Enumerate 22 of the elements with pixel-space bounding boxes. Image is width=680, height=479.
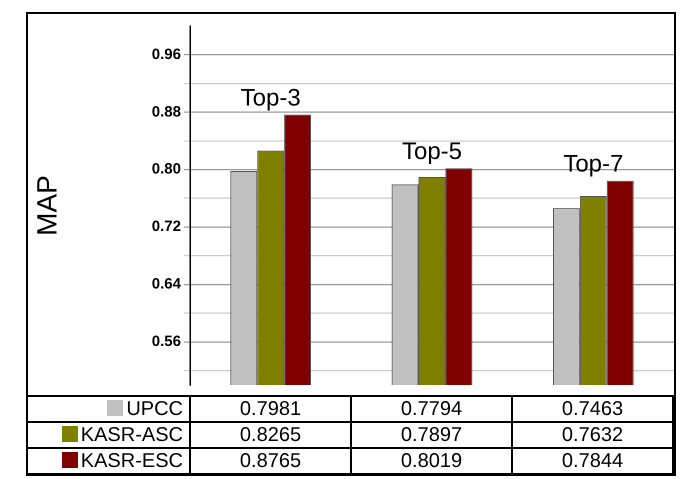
data-label: 0.7794 <box>351 396 512 422</box>
y-tick-label: 0.88 <box>152 103 181 120</box>
x-tick-label: Top-3 <box>240 84 301 112</box>
y-tick-label: 0.64 <box>152 276 182 293</box>
legend-label: KASR-ASC <box>28 422 190 448</box>
legend-label: KASR-ESC <box>28 448 190 474</box>
legend-label: UPCC <box>28 396 190 422</box>
data-label: 0.8765 <box>190 448 351 474</box>
data-label: 0.8265 <box>190 422 351 448</box>
data-label: 0.7981 <box>190 396 351 422</box>
x-tick-label: Top-5 <box>402 138 462 165</box>
data-label: 0.7844 <box>512 448 673 474</box>
y-tick-label: 0.80 <box>152 160 181 178</box>
y-tick-label: 0.72 <box>152 218 181 236</box>
x-tick-label: Top-7 <box>563 150 624 178</box>
data-label: 0.7897 <box>351 422 512 448</box>
data-label: 0.8019 <box>351 448 512 474</box>
y-tick-label: 0.96 <box>152 46 181 63</box>
y-axis-title: MAP <box>32 175 63 236</box>
data-label: 0.7463 <box>512 396 673 422</box>
y-tick-label: 0.56 <box>152 333 181 350</box>
data-label: 0.7632 <box>512 422 673 448</box>
